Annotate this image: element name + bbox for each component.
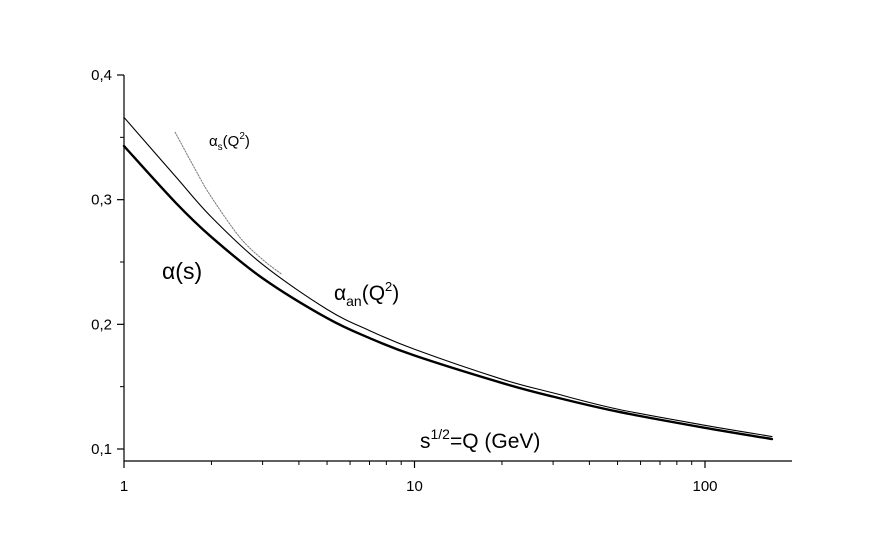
x-axis-label: s1/2=Q (GeV) bbox=[420, 426, 540, 453]
series-line-thin bbox=[123, 116, 773, 438]
annotation-alpha-s-main: α bbox=[209, 133, 218, 150]
y-tick-label: 0,1 bbox=[91, 441, 112, 458]
x-tick-label: 1 bbox=[120, 478, 128, 495]
x-tick-label: 10 bbox=[406, 478, 423, 495]
x-axis-label-rest: =Q (GeV) bbox=[450, 430, 540, 453]
annotation-alpha-an-rest: (Q bbox=[362, 282, 385, 305]
annotation-alpha-of-s: α(s) bbox=[162, 258, 202, 284]
x-tick-label: 100 bbox=[692, 478, 717, 495]
annotation-alpha-an-sub: an bbox=[346, 293, 362, 309]
x-axis-label-main: s bbox=[420, 430, 431, 453]
annotation-alpha-an: αan(Q2) bbox=[334, 279, 399, 309]
annotation-alpha-s: αs(Q2) bbox=[209, 131, 250, 153]
annotation-alpha-s-end: ) bbox=[245, 133, 250, 150]
annotation-alpha-s-sub: s bbox=[218, 142, 223, 153]
annotation-alpha-an-sup: 2 bbox=[385, 279, 392, 294]
ticks bbox=[117, 74, 706, 468]
annotation-alpha-s-sup: 2 bbox=[239, 131, 245, 142]
annotation-alpha-an-main: α bbox=[334, 282, 346, 305]
annotation-alpha-an-end: ) bbox=[392, 282, 399, 305]
y-tick-label: 0,3 bbox=[91, 192, 112, 209]
tick-labels: 1 10 100 0,1 0,2 0,3 0,4 bbox=[91, 67, 717, 495]
series-layer bbox=[122, 116, 774, 441]
annotation-alpha-s-rest: (Q bbox=[223, 133, 240, 150]
y-tick-label: 0,2 bbox=[91, 316, 112, 333]
series-line-dotted bbox=[174, 131, 283, 275]
series-line-thick bbox=[122, 144, 774, 441]
axes bbox=[123, 75, 792, 462]
x-axis-label-sup: 1/2 bbox=[431, 426, 451, 442]
y-tick-label: 0,4 bbox=[91, 67, 112, 84]
